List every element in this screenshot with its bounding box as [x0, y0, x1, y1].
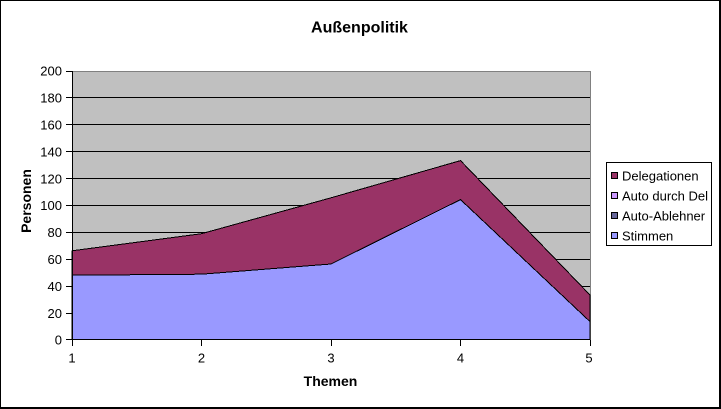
svg-text:Stimmen: Stimmen [622, 228, 673, 243]
svg-text:200: 200 [40, 64, 62, 79]
svg-text:60: 60 [48, 252, 62, 267]
svg-text:20: 20 [48, 306, 62, 321]
svg-text:Auto durch Del: Auto durch Del [622, 188, 708, 203]
svg-text:40: 40 [48, 279, 62, 294]
svg-text:120: 120 [40, 171, 62, 186]
svg-text:3: 3 [327, 351, 334, 366]
svg-text:160: 160 [40, 118, 62, 133]
svg-text:Delegationen: Delegationen [622, 168, 699, 183]
svg-text:Außenpolitik: Außenpolitik [311, 19, 408, 36]
svg-text:Personen: Personen [18, 169, 34, 233]
svg-text:4: 4 [457, 351, 464, 366]
svg-text:2: 2 [198, 351, 205, 366]
svg-text:140: 140 [40, 144, 62, 159]
svg-text:5: 5 [585, 351, 592, 366]
svg-text:100: 100 [40, 198, 62, 213]
svg-text:0: 0 [55, 333, 62, 348]
svg-text:80: 80 [48, 225, 62, 240]
svg-text:Themen: Themen [304, 373, 358, 389]
svg-text:1: 1 [68, 351, 75, 366]
svg-text:180: 180 [40, 91, 62, 106]
svg-text:Auto-Ablehner: Auto-Ablehner [622, 208, 706, 223]
